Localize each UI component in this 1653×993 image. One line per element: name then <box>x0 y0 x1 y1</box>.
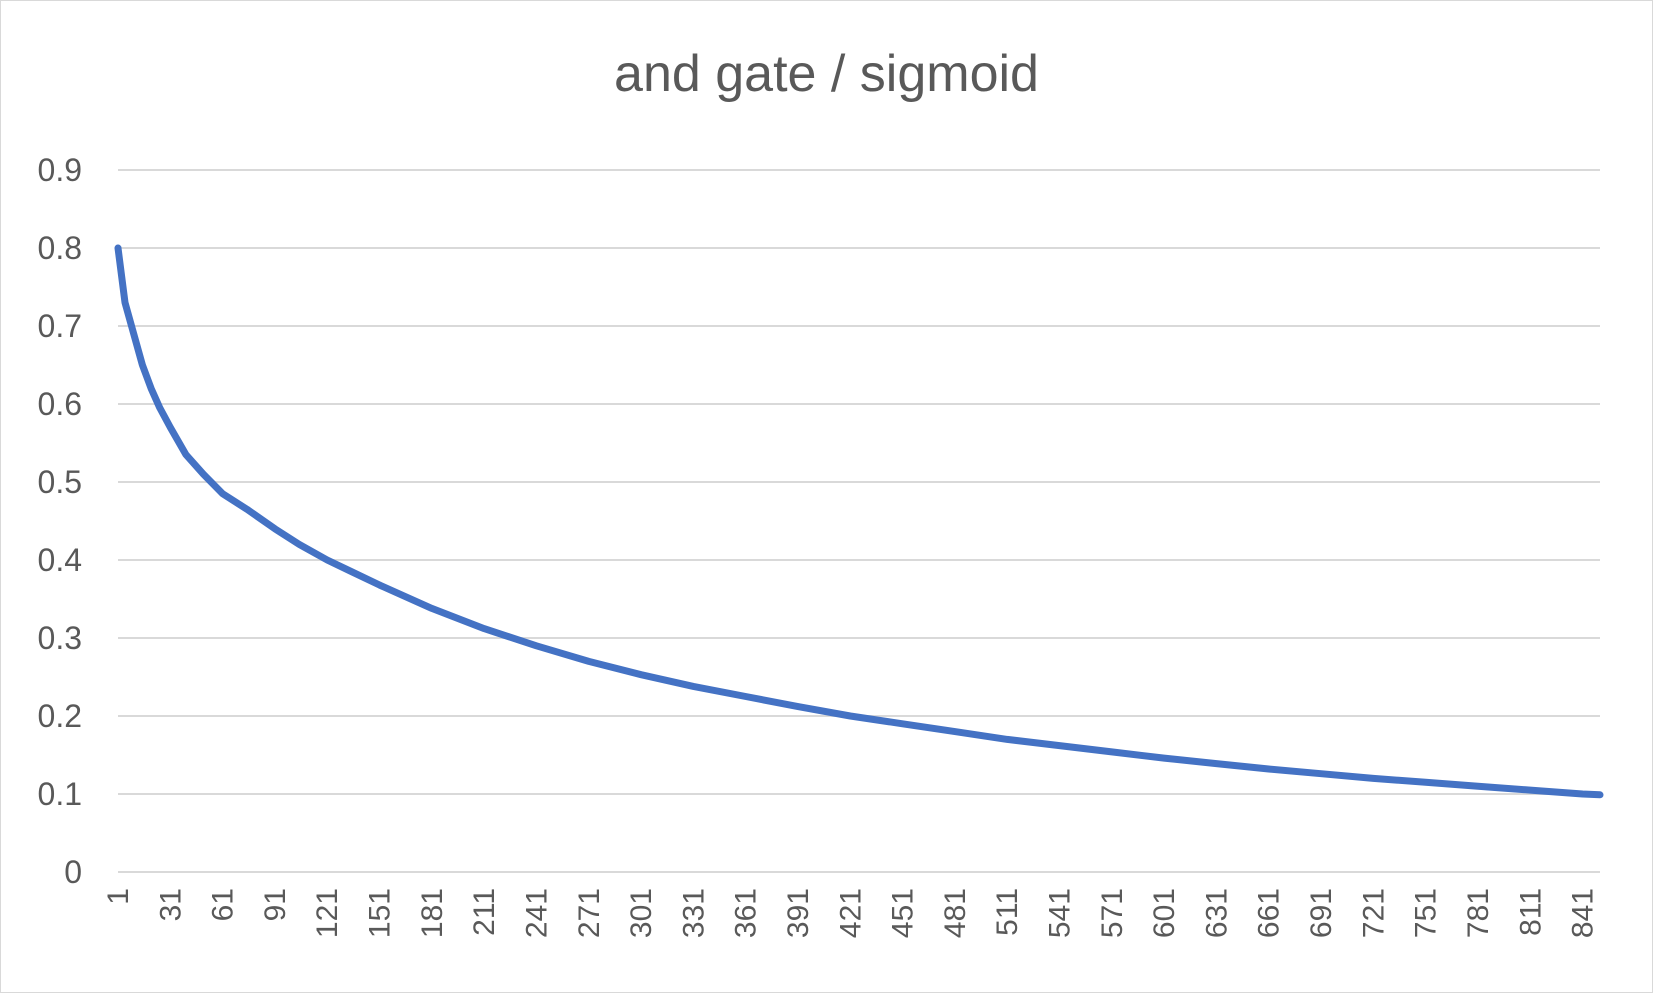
y-tick-label: 0.4 <box>38 542 82 578</box>
x-tick-label: 61 <box>207 888 240 921</box>
x-tick-label: 511 <box>991 888 1024 936</box>
x-axis-ticks: 1 31 61 91 121 151 181 211 241 271 301 331 361 391 421… <box>102 888 1600 938</box>
x-tick-label: 661 <box>1253 888 1286 938</box>
x-tick-label: 751 <box>1410 888 1443 938</box>
x-tick-label: 151 <box>364 888 397 938</box>
x-tick-label: 541 <box>1044 888 1077 938</box>
x-tick-label: 211 <box>468 888 501 936</box>
y-tick-label: 0.2 <box>38 698 82 734</box>
y-tick-label: 0.6 <box>38 386 82 422</box>
x-tick-label: 1 <box>102 888 135 905</box>
x-tick-label: 91 <box>259 888 292 921</box>
gridlines <box>118 169 1600 873</box>
y-axis-ticks: 0 0.1 0.2 0.3 0.4 0.5 0.6 0.7 0.8 0.9 <box>38 152 82 890</box>
x-tick-label: 601 <box>1148 888 1181 938</box>
x-tick-label: 781 <box>1462 888 1495 938</box>
y-tick-label: 0.5 <box>38 464 82 500</box>
x-tick-label: 301 <box>625 888 658 938</box>
x-tick-label: 241 <box>520 888 553 938</box>
y-tick-label: 0 <box>64 854 82 890</box>
x-tick-label: 331 <box>677 888 710 938</box>
y-tick-label: 0.7 <box>38 308 82 344</box>
x-tick-label: 271 <box>573 888 606 938</box>
y-tick-label: 0.9 <box>38 152 82 188</box>
series-line <box>114 244 1604 799</box>
x-tick-label: 121 <box>311 888 344 938</box>
x-tick-label: 421 <box>834 888 867 938</box>
x-tick-label: 691 <box>1305 888 1338 938</box>
y-tick-label: 0.8 <box>38 230 82 266</box>
y-tick-label: 0.3 <box>38 620 82 656</box>
x-tick-label: 571 <box>1096 888 1129 938</box>
x-tick-label: 31 <box>154 888 187 921</box>
x-tick-label: 841 <box>1567 888 1600 938</box>
x-tick-label: 811 <box>1514 888 1547 936</box>
x-tick-label: 181 <box>416 888 449 938</box>
chart-title: and gate / sigmoid <box>614 45 1039 103</box>
series-layer <box>114 244 1604 799</box>
x-tick-label: 451 <box>887 888 920 938</box>
x-tick-label: 481 <box>939 888 972 938</box>
y-tick-label: 0.1 <box>38 776 82 812</box>
x-tick-label: 721 <box>1357 888 1390 938</box>
x-tick-label: 631 <box>1200 888 1233 938</box>
x-tick-label: 391 <box>782 888 815 938</box>
x-tick-label: 361 <box>730 888 763 938</box>
